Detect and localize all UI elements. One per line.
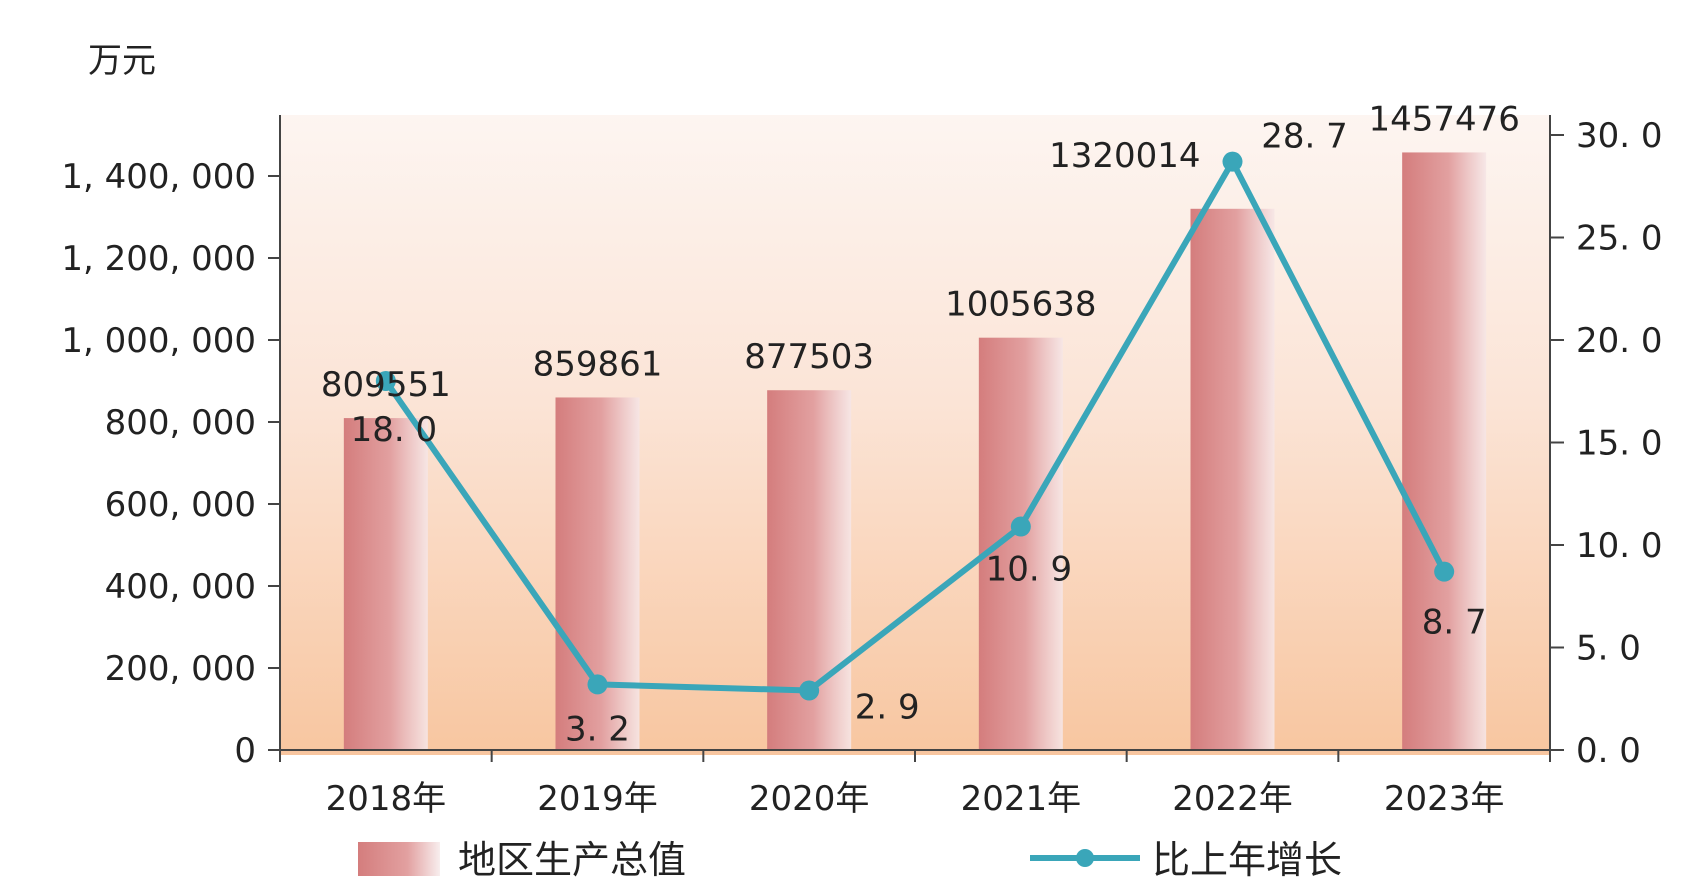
left-tick-label: 1, 000, 000: [61, 321, 256, 361]
bar-2023年: [1402, 152, 1487, 751]
left-tick-label: 600, 000: [105, 485, 256, 525]
plot-background: [280, 115, 1550, 755]
bar-2022年: [1190, 208, 1275, 751]
bar-2019年: [555, 397, 640, 750]
right-tick-label: 20. 0: [1576, 321, 1663, 361]
x-tick-label: 2023年: [1384, 779, 1505, 819]
bar-value-label: 877503: [744, 337, 874, 377]
legend-bar-label: 地区生产总值: [458, 838, 686, 882]
left-tick-label: 1, 400, 000: [61, 157, 256, 197]
left-tick-label: 800, 000: [105, 403, 256, 443]
bar-2018年: [343, 418, 428, 750]
growth-point-2023年: [1434, 561, 1455, 582]
bars-layer: [343, 152, 1487, 751]
growth-point-2020年: [799, 680, 820, 701]
bar-2021年: [978, 337, 1063, 750]
right-tick-label: 10. 0: [1576, 526, 1663, 566]
legend: 地区生产总值 比上年增长: [358, 838, 1342, 882]
left-tick-label: 400, 000: [105, 567, 256, 607]
axes-layer: 0 200, 000 400, 000 600, 000 800, 000 1, 000,…: [61, 115, 1663, 819]
data-labels-layer: 809551 859861 877503 1005638 1320014 1457476 1…: [321, 99, 1520, 749]
right-tick-label: 5. 0: [1576, 629, 1641, 669]
bar-value-label: 1457476: [1368, 99, 1519, 139]
right-tick-label: 25. 0: [1576, 219, 1663, 259]
growth-value-label: 10. 9: [986, 550, 1073, 590]
x-tick-label: 2022年: [1172, 779, 1293, 819]
bar-value-label: 859861: [533, 344, 663, 384]
left-axis-unit: 万元: [88, 41, 156, 81]
growth-value-label: 8. 7: [1422, 603, 1487, 643]
growth-line: [383, 158, 1447, 694]
growth-value-label: 3. 2: [565, 709, 630, 749]
growth-value-label: 28. 7: [1261, 117, 1348, 157]
growth-point-2018年: [375, 371, 396, 391]
growth-value-label: 18. 0: [351, 410, 438, 450]
right-tick-label: 30. 0: [1576, 116, 1663, 156]
x-tick-label: 2018年: [326, 779, 447, 819]
legend-bar-swatch: [358, 842, 440, 876]
x-tick-label: 2021年: [961, 779, 1082, 819]
legend-line-label: 比上年增长: [1152, 838, 1342, 882]
right-tick-label: 0. 0: [1576, 731, 1641, 771]
bar-value-label: 809551: [321, 365, 451, 405]
left-tick-label: 1, 200, 000: [61, 239, 256, 279]
bar-value-label: 1320014: [1049, 136, 1200, 176]
x-tick-label: 2020年: [749, 779, 870, 819]
growth-value-label: 2. 9: [855, 688, 920, 728]
growth-point-2021年: [1010, 516, 1031, 537]
right-tick-label: 15. 0: [1576, 424, 1663, 464]
growth-point-2019年: [587, 674, 608, 695]
growth-point-2022年: [1222, 151, 1243, 172]
left-tick-label: 200, 000: [105, 649, 256, 689]
legend-line-marker: [1076, 849, 1094, 867]
x-tick-label: 2019年: [537, 779, 658, 819]
bar-value-label: 1005638: [945, 285, 1096, 325]
left-tick-label: 0: [234, 731, 256, 771]
growth-line-layer: [375, 151, 1455, 701]
